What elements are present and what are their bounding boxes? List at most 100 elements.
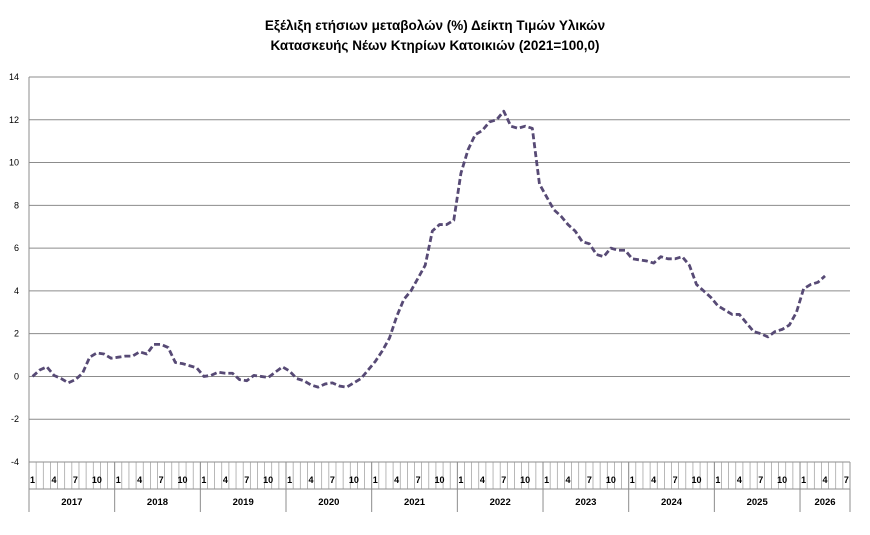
month-tick-label: 7	[587, 475, 592, 485]
data-point	[188, 365, 190, 367]
month-tick-label: 4	[565, 475, 570, 485]
data-point	[752, 330, 754, 332]
month-tick-label: 1	[116, 475, 121, 485]
y-tick-label: 2	[14, 329, 19, 339]
data-point	[381, 350, 383, 352]
data-point	[724, 309, 726, 311]
data-point	[802, 288, 804, 290]
data-point	[417, 277, 419, 279]
month-tick-label: 4	[137, 475, 142, 485]
data-point	[588, 243, 590, 245]
data-point	[96, 352, 98, 354]
data-point	[60, 377, 62, 379]
data-point	[667, 258, 669, 260]
year-label: 2017	[61, 497, 82, 508]
data-point	[203, 375, 205, 377]
data-point	[767, 336, 769, 338]
data-point	[624, 249, 626, 251]
month-tick-label: 1	[630, 475, 635, 485]
data-point	[39, 369, 41, 371]
data-point	[410, 290, 412, 292]
data-point	[267, 376, 269, 378]
month-tick-label: 1	[715, 475, 720, 485]
month-tick-label: 10	[692, 475, 702, 485]
data-point	[138, 351, 140, 353]
data-point	[360, 377, 362, 379]
month-tick-label: 10	[434, 475, 444, 485]
month-tick-label: 10	[777, 475, 787, 485]
y-tick-label: -4	[11, 457, 19, 467]
data-point	[424, 264, 426, 266]
data-point	[253, 374, 255, 376]
data-point	[510, 125, 512, 127]
data-point	[53, 374, 55, 376]
data-point	[395, 315, 397, 317]
data-point	[567, 223, 569, 225]
y-tick-label: 4	[14, 286, 19, 296]
data-point	[88, 356, 90, 358]
data-point	[553, 208, 555, 210]
data-point	[445, 223, 447, 225]
data-point	[260, 375, 262, 377]
data-point	[281, 366, 283, 368]
data-point	[674, 258, 676, 260]
month-tick-label: 7	[416, 475, 421, 485]
data-point	[731, 313, 733, 315]
data-point	[603, 255, 605, 257]
month-tick-label: 4	[394, 475, 399, 485]
month-tick-label: 1	[544, 475, 549, 485]
data-point	[745, 322, 747, 324]
data-point	[681, 255, 683, 257]
data-point	[695, 283, 697, 285]
data-point	[31, 375, 33, 377]
data-point	[760, 332, 762, 334]
data-point	[538, 183, 540, 185]
data-point	[460, 172, 462, 174]
data-point	[488, 121, 490, 123]
data-point	[631, 258, 633, 260]
data-point	[353, 382, 355, 384]
year-label: 2024	[661, 497, 683, 508]
month-tick-label: 10	[606, 475, 616, 485]
series-line	[31, 109, 826, 389]
data-point	[181, 362, 183, 364]
month-tick-label: 10	[520, 475, 530, 485]
month-tick-label: 7	[501, 475, 506, 485]
data-point	[645, 260, 647, 262]
y-tick-label: 6	[14, 243, 19, 253]
month-tick-label: 7	[73, 475, 78, 485]
data-point	[110, 357, 112, 359]
data-point	[388, 337, 390, 339]
data-point	[324, 383, 326, 385]
data-point	[474, 134, 476, 136]
month-tick-label: 4	[823, 475, 828, 485]
data-point	[74, 378, 76, 380]
year-label: 2020	[318, 497, 339, 508]
year-label: 2022	[490, 497, 511, 508]
month-tick-label: 7	[244, 475, 249, 485]
data-point	[303, 380, 305, 382]
data-point	[124, 355, 126, 357]
data-point	[517, 127, 519, 129]
data-point	[296, 377, 298, 379]
data-point	[274, 371, 276, 373]
data-point	[453, 219, 455, 221]
year-label: 2026	[814, 497, 835, 508]
month-tick-label: 4	[51, 475, 56, 485]
month-tick-label: 7	[159, 475, 164, 485]
data-point	[81, 372, 83, 374]
month-tick-label: 7	[758, 475, 763, 485]
data-point	[67, 382, 69, 384]
year-label: 2025	[747, 497, 769, 508]
year-label: 2021	[404, 497, 426, 508]
data-point	[196, 367, 198, 369]
month-tick-label: 1	[201, 475, 206, 485]
data-point	[595, 253, 597, 255]
data-point	[531, 127, 533, 129]
year-label: 2019	[233, 497, 254, 508]
data-point	[103, 353, 105, 355]
data-point	[310, 384, 312, 386]
y-tick-label: 8	[14, 200, 19, 210]
data-point	[652, 262, 654, 264]
